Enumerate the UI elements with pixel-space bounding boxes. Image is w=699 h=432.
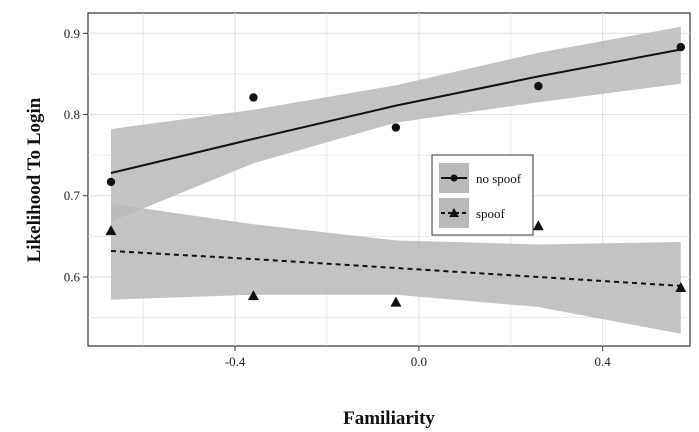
y-tick-label: 0.8 xyxy=(64,107,80,122)
x-axis-ticks: -0.4 0.0 0.4 xyxy=(225,346,612,369)
data-points xyxy=(105,42,687,307)
point-no-spoof xyxy=(106,177,116,187)
point-no-spoof xyxy=(534,81,543,91)
legend-marker-circle xyxy=(450,174,458,182)
legend-label-spoof: spoof xyxy=(476,206,506,221)
point-spoof xyxy=(532,220,544,231)
y-axis-title: Likelihood To Login xyxy=(24,97,45,262)
x-tick-label: 0.4 xyxy=(595,354,612,369)
point-no-spoof xyxy=(249,93,258,102)
trend-lines xyxy=(110,48,681,287)
x-tick-label: -0.4 xyxy=(225,354,246,369)
point-spoof xyxy=(675,282,687,293)
y-tick-label: 0.9 xyxy=(64,26,80,41)
point-spoof xyxy=(390,296,402,307)
confidence-band-spoof xyxy=(111,203,681,334)
point-no-spoof xyxy=(391,123,401,132)
point-no-spoof xyxy=(676,42,686,52)
x-axis-title: Familiarity xyxy=(343,408,435,429)
x-tick-label: 0.0 xyxy=(411,354,427,369)
point-spoof xyxy=(105,225,117,236)
y-tick-label: 0.6 xyxy=(64,269,81,284)
y-tick-label: 0.7 xyxy=(64,188,81,203)
legend: no spoof spoof xyxy=(431,154,534,236)
point-spoof xyxy=(247,290,259,301)
legend-label-no-spoof: no spoof xyxy=(476,171,522,186)
legend-marker-triangle xyxy=(449,208,459,217)
y-axis-ticks: 0.6 0.7 0.8 0.9 xyxy=(64,26,88,284)
trend-line-no-spoof xyxy=(110,48,681,174)
